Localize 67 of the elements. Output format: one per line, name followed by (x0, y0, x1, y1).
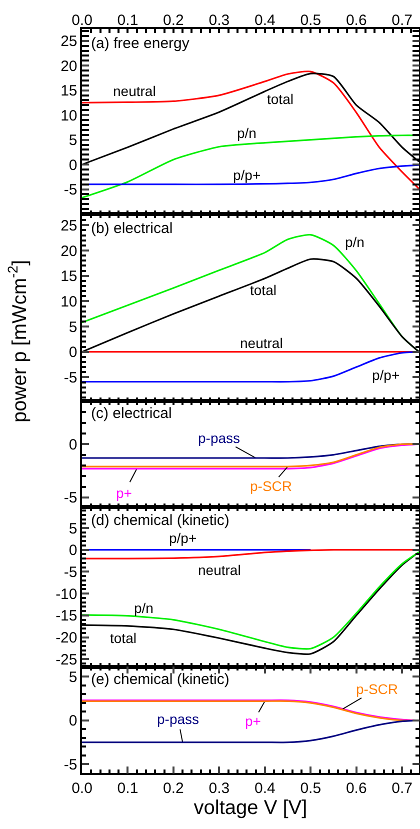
chart-title: (e) chemical (kinetic) (91, 671, 230, 688)
y-tick-label: 5 (68, 132, 78, 150)
x2-tick-label: 0.1 (117, 12, 138, 29)
y-tick-label: 5 (68, 318, 78, 336)
chart-title: (a) free energy (91, 35, 190, 52)
y-tick-label: -5 (64, 369, 78, 386)
y-tick-label: 0 (68, 156, 78, 174)
x-tick-label: 0.4 (254, 780, 276, 797)
y-tick-label: 0 (68, 436, 78, 454)
y-tick-label: -5 (64, 490, 78, 507)
series-label: p/n (345, 234, 364, 250)
x-tick-label: 0.6 (346, 780, 367, 797)
y-tick-label: -5 (64, 756, 78, 774)
chart-title: (c) electrical (91, 405, 172, 422)
x2-tick-label: 0.3 (208, 12, 230, 29)
y-tick-label: 10 (60, 293, 78, 310)
x2-tick-label: 0.6 (346, 12, 367, 29)
x2-tick-label: 0.0 (72, 12, 92, 29)
x2-tick-label: 0.7 (392, 12, 413, 29)
series-label: p/p+ (233, 167, 261, 183)
x-tick-label: 0.7 (392, 780, 413, 797)
y-tick-label: 15 (60, 268, 78, 286)
y-tick-label: 10 (60, 107, 78, 124)
series-label: p-pass (157, 711, 200, 727)
line-series (82, 70, 419, 190)
y-tick-label: -5 (64, 182, 78, 199)
series-label: p/n (134, 600, 154, 616)
x-tick-label: 0.0 (72, 780, 92, 797)
series-label: total (110, 630, 136, 646)
series-label: neutral (240, 335, 283, 351)
chart-title: (b) electrical (91, 220, 173, 237)
y-tick-label: 25 (60, 33, 78, 50)
y-tick-label: 5 (68, 520, 78, 538)
series-label: p-SCR (356, 681, 398, 697)
x-tick-label: 0.2 (163, 780, 184, 797)
series-label: p+ (245, 713, 261, 729)
series-label: p-pass (198, 430, 240, 446)
y-tick-label: -20 (56, 630, 78, 647)
series-label: p-SCR (250, 478, 292, 494)
x2-tick-label: 0.5 (300, 12, 322, 29)
y-tick-label: 0 (68, 344, 78, 362)
y-tick-label: 0 (68, 712, 78, 730)
y-tick-label: -25 (56, 651, 78, 668)
y-tick-label: -15 (56, 608, 78, 625)
series-label: p/p+ (372, 367, 400, 383)
y-tick-label: 5 (68, 668, 78, 686)
series-label: neutral (198, 562, 241, 578)
series-label: total (250, 282, 276, 298)
y-tick-label: 20 (60, 242, 78, 260)
series-label: p+ (116, 485, 132, 501)
y-tick-label: -10 (56, 586, 78, 603)
series-label: total (267, 91, 294, 107)
x-tick-label: 0.1 (117, 780, 138, 797)
y-tick-label: 0 (68, 542, 78, 560)
y-tick-label: -5 (64, 564, 78, 581)
series-label: p/p+ (169, 530, 197, 546)
x-tick-label: 0.5 (300, 780, 322, 797)
chart-title: (d) chemical (kinetic) (91, 512, 230, 529)
series-label: neutral (113, 83, 156, 99)
y-tick-label: 25 (60, 217, 78, 234)
y-tick-label: 20 (60, 58, 78, 75)
series-label: p/n (237, 125, 256, 141)
y-tick-label: 15 (60, 82, 78, 100)
x2-tick-label: 0.4 (254, 12, 276, 29)
x-tick-label: 0.3 (208, 780, 230, 797)
x-axis-title: voltage V [V] (194, 796, 308, 819)
x2-tick-label: 0.2 (163, 12, 184, 29)
